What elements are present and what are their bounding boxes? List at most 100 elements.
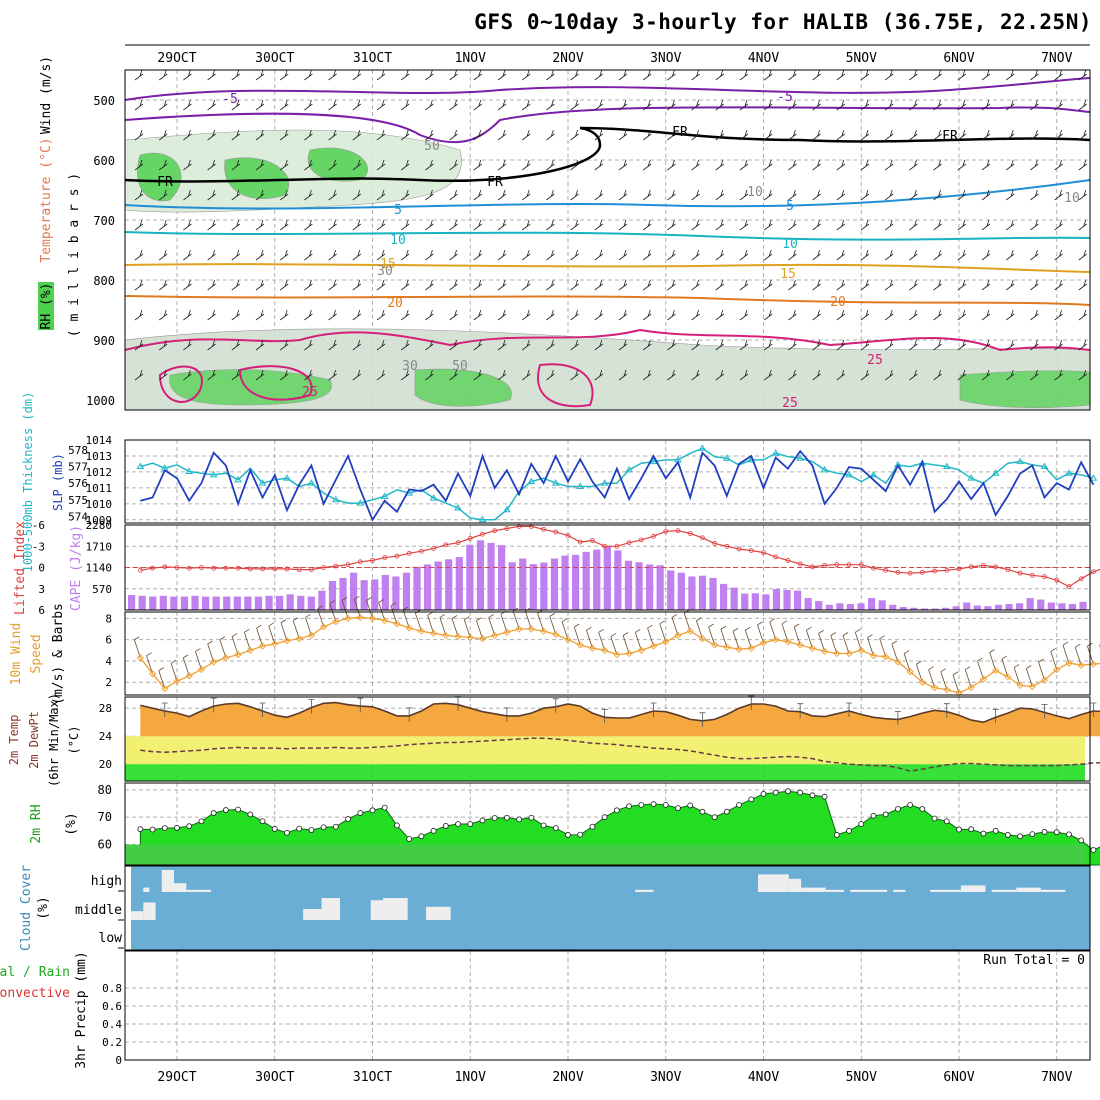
- wind-barb: [134, 339, 144, 351]
- wind-barb: [207, 99, 216, 111]
- wind-barb: [400, 99, 410, 111]
- wind-speed-point: [381, 616, 389, 625]
- rh2m-point: [577, 831, 584, 838]
- wind-barb: [328, 309, 337, 321]
- contour-label: 25: [867, 353, 883, 368]
- wind-barb: [763, 249, 773, 261]
- pressure-tick-label: 500: [93, 94, 115, 108]
- wind-barb: [497, 249, 507, 261]
- wind-barb: [328, 369, 337, 381]
- wind-barb-10m: [634, 628, 642, 651]
- lifted-index-point: [382, 555, 388, 560]
- temp-minmax-bar: [846, 702, 853, 717]
- cape-bar: [878, 600, 886, 610]
- wind-barb-10m: [414, 609, 422, 632]
- wind-barb: [473, 159, 483, 171]
- wind-barb: [715, 159, 725, 171]
- cape-bar: [360, 580, 368, 610]
- cape-bar: [476, 540, 485, 610]
- thickness-point: [527, 477, 536, 484]
- rh2m-point: [821, 793, 828, 800]
- lifted-index-point: [761, 550, 766, 556]
- wind-barb: [909, 369, 918, 381]
- wind-barb: [473, 99, 483, 111]
- wind-barb: [473, 279, 483, 291]
- contour-label: 50: [452, 359, 468, 374]
- panel-border: [124, 69, 1091, 411]
- cape-bar: [688, 576, 696, 610]
- wind-barb: [909, 69, 918, 81]
- wind-barb: [836, 129, 846, 141]
- cape-bar: [498, 545, 506, 610]
- cape-bar: [1016, 603, 1024, 610]
- wind-barb: [279, 279, 289, 291]
- wind-barb: [1005, 249, 1015, 261]
- rh2m-point: [210, 810, 217, 816]
- wind-barb: [836, 189, 846, 201]
- wind-speed-point: [576, 641, 584, 649]
- wind-barb: [400, 309, 410, 321]
- wind-barb: [715, 99, 725, 111]
- ylabel-rh: RH (%): [39, 283, 54, 330]
- cape-bar: [392, 576, 400, 610]
- cloud-high-bar: [1016, 887, 1041, 892]
- rh2m-point: [785, 788, 791, 795]
- wind-speed-point: [601, 646, 609, 654]
- wind-barb: [521, 219, 531, 231]
- wind-barb: [957, 249, 967, 261]
- thickness-point: [869, 470, 878, 478]
- temp-minmax-bar: [406, 707, 413, 722]
- wind-barb: [1005, 159, 1015, 171]
- wind-barb-10m: [928, 666, 935, 688]
- wind-barb: [473, 69, 483, 81]
- wind-barb: [763, 159, 773, 171]
- rh2m-point: [235, 806, 241, 813]
- wind-barb: [618, 309, 628, 321]
- wind-barb: [546, 279, 555, 291]
- cape-bar: [149, 596, 157, 610]
- wind-barb: [812, 279, 821, 291]
- lifted-index-point: [1078, 576, 1084, 582]
- wind-barb: [788, 219, 797, 231]
- wind-barb: [449, 339, 458, 351]
- wind-speed-point: [478, 634, 487, 643]
- wind-barb-10m: [854, 628, 862, 651]
- lifted-index-point: [736, 546, 742, 552]
- cape-bar: [973, 605, 981, 610]
- temperature-contour: [124, 179, 1091, 210]
- rh2m-point: [552, 825, 559, 831]
- wind-barb: [594, 129, 604, 141]
- lifted-index-point: [773, 554, 779, 560]
- wind-speed-point: [246, 646, 254, 654]
- wind-barb: [812, 189, 821, 201]
- wind-barb: [1005, 279, 1015, 291]
- wind-barb-10m: [305, 614, 312, 636]
- wind-barb: [376, 99, 386, 111]
- cape-bar: [646, 564, 654, 610]
- wind-barb: [497, 69, 507, 81]
- lifted-index-point: [956, 566, 962, 572]
- lifted-index-point: [492, 528, 498, 534]
- wind-barb-10m: [219, 636, 227, 658]
- lifted-index-point: [467, 536, 473, 541]
- thickness-tick-label: 577: [68, 461, 88, 474]
- wind-barb: [812, 249, 821, 261]
- lifted-index-point: [431, 545, 436, 551]
- lifted-index-point: [602, 543, 608, 549]
- dewpoint-line: [140, 737, 1100, 772]
- wind-barb: [1005, 69, 1015, 81]
- cloud-middle-bar: [303, 909, 322, 920]
- wind-barb-10m: [793, 623, 801, 646]
- cape-bar: [254, 596, 263, 610]
- thickness-point: [454, 504, 462, 511]
- thickness-tick-label: 574: [68, 510, 88, 523]
- wind-barb: [957, 369, 967, 381]
- wind-barb: [449, 69, 458, 81]
- date-label-top: 5NOV: [846, 51, 877, 66]
- wind-speed-point: [955, 689, 963, 697]
- temp-minmax-bar: [894, 711, 901, 726]
- wind-barb: [933, 369, 942, 381]
- wind-barb: [134, 369, 144, 381]
- rh2m-point: [846, 827, 852, 834]
- rh2m-point: [1017, 833, 1023, 840]
